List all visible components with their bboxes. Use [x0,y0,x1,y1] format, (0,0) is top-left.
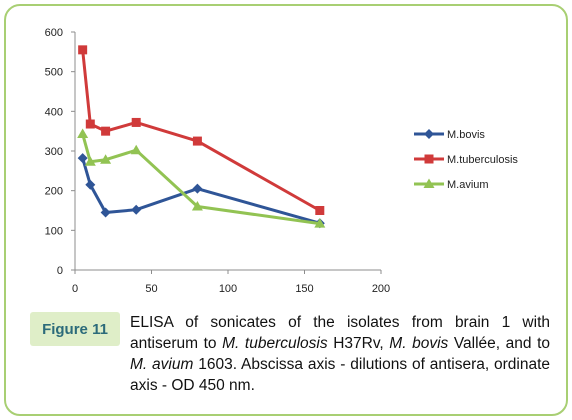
caption-text: 1603. Abscissa axis - dilutions of antis… [130,356,551,394]
data-point-m-bovis [85,179,96,190]
legend-marker-m-bovis [424,129,434,139]
y-tick-label: 600 [45,27,63,39]
data-point-m-tuberculosis [192,136,202,146]
data-point-m-avium [84,156,96,166]
data-point-m-bovis [131,204,142,215]
x-tick-label: 50 [145,283,157,295]
data-point-m-tuberculosis [131,117,141,127]
data-point-m-tuberculosis [101,126,111,136]
data-point-m-avium [130,144,142,155]
figure-caption: ELISA of sonicates of the isolates from … [130,312,550,396]
data-point-m-tuberculosis [78,45,88,55]
x-tick-label: 150 [295,283,313,295]
data-point-m-avium [191,201,203,211]
chart-series [77,45,326,229]
caption-text: ELISA of sonicates of the isolates from … [130,314,550,352]
chart-axes: 0 100 200 300 400 500 600 0 50 100 150 200 [45,27,391,295]
y-tick-label: 200 [45,186,63,198]
data-point-m-avium [77,128,89,138]
caption-italic-text: M. bovis [389,335,449,352]
data-point-m-tuberculosis [315,206,325,215]
y-tick-label: 500 [45,67,63,79]
series-line-m-avium [81,133,321,226]
y-tick-label: 300 [45,146,63,158]
x-tick-label: 0 [72,283,78,295]
caption-text: Vallée, and to [448,335,550,352]
x-tick-label: 200 [372,283,390,295]
caption-text: H37Rv, [327,335,390,352]
legend-marker-m-avium [423,178,435,188]
data-point-m-bovis [192,183,203,194]
legend-marker-m-tuberculosis [424,154,434,164]
y-tick-label: 400 [45,106,63,118]
chart-legend: M.bovis M.tuberculosis M.avium [414,129,518,191]
y-tick-label: 0 [57,265,63,277]
x-tick-label: 100 [219,283,237,295]
series-line-m-tuberculosis [81,49,321,212]
y-tick-label: 100 [45,225,63,237]
data-point-m-bovis [100,207,111,218]
legend-label-m-tuberculosis: M.tuberculosis [447,154,518,166]
series-line-m-bovis [81,157,321,225]
data-point-m-avium [100,154,112,164]
data-point-m-avium [314,218,326,228]
legend-label-m-bovis: M.bovis [447,129,485,141]
figure-frame [4,4,568,416]
figure-label: Figure 11 [30,312,120,346]
data-point-m-bovis [77,153,88,164]
caption-italic-text: M. avium [130,356,194,373]
legend-label-m-avium: M.avium [447,179,489,191]
caption-italic-text: M. tuberculosis [222,335,328,352]
data-point-m-tuberculosis [85,119,95,129]
